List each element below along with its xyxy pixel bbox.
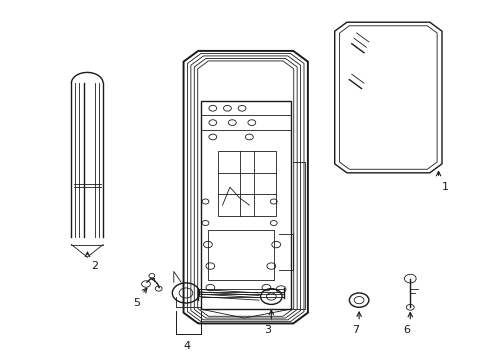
Text: 7: 7 xyxy=(351,325,359,335)
Bar xyxy=(217,151,276,216)
Text: 3: 3 xyxy=(264,325,271,335)
Text: 4: 4 xyxy=(183,341,190,351)
Text: 1: 1 xyxy=(441,182,448,192)
Text: 6: 6 xyxy=(403,325,409,335)
Bar xyxy=(207,230,273,280)
Text: 2: 2 xyxy=(91,261,98,271)
Bar xyxy=(200,101,290,309)
Text: 5: 5 xyxy=(132,298,140,308)
